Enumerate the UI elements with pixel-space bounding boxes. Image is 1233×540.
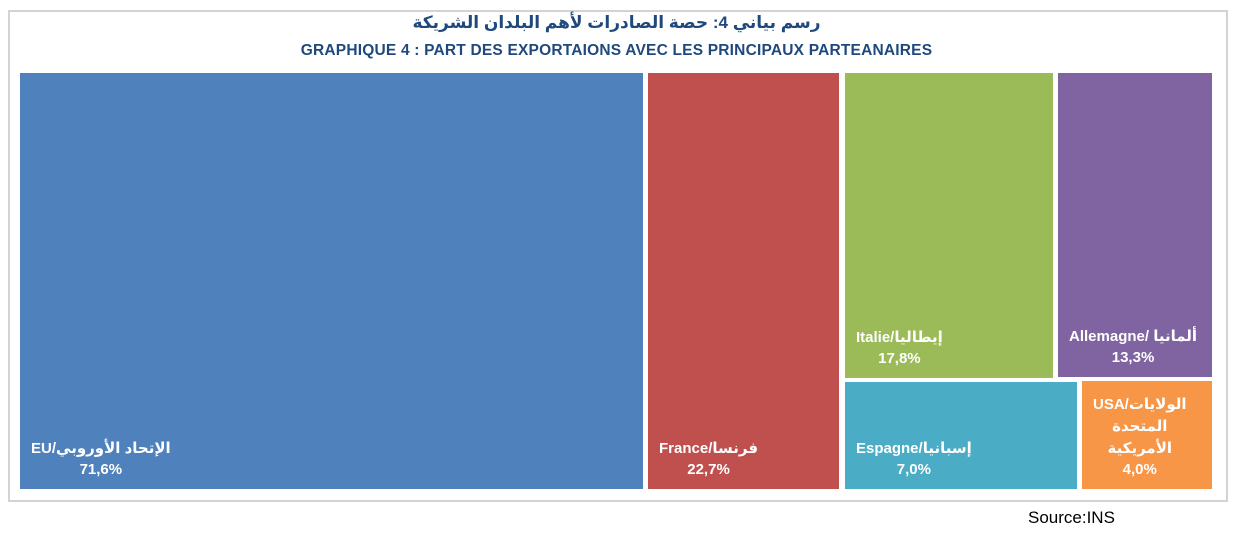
block-percent-usa: 4,0% [1122,461,1157,479]
block-label-italie: Italie/إيطاليا 17,8% [856,327,943,371]
block-name-france: France/فرنسا [659,439,759,457]
treemap-block-usa: USA/الولايات المتحدة الأمريكية 4,0% [1082,381,1212,489]
treemap-block-italie: Italie/إيطاليا 17,8% [845,73,1053,378]
treemap-block-france: France/فرنسا 22,7% [648,73,839,489]
block-percent-france: 22,7% [687,461,730,479]
block-label-france: France/فرنسا 22,7% [659,438,758,482]
block-name-allemagne: Allemagne/ ألمانيا [1069,327,1198,345]
block-label-usa: USA/الولايات المتحدة الأمريكية 4,0% [1093,394,1187,481]
block-percent-allemagne: 13,3% [1111,349,1155,367]
treemap-block-espagne: Espagne/إسبانيا 7,0% [845,382,1077,489]
chart-title-french: GRAPHIQUE 4 : PART DES EXPORTAIONS AVEC … [300,42,933,59]
block-name-usa: USA/الولايات المتحدة الأمريكية [1093,396,1187,457]
treemap-block-allemagne: Allemagne/ ألمانيا 13,3% [1058,73,1212,377]
block-label-eu: EU/الإتحاد الأوروبي 71,6% [31,438,171,482]
block-name-eu: EU/الإتحاد الأوروبي [31,439,171,457]
block-label-espagne: Espagne/إسبانيا 7,0% [856,438,972,482]
block-name-espagne: Espagne/إسبانيا [856,439,972,457]
block-percent-espagne: 7,0% [896,461,931,479]
chart-title-arabic: رسم بياني 4: حصة الصادرات لأهم البلدان ا… [412,13,821,32]
source-caption: Source:INS [1028,508,1115,527]
treemap-block-eu: EU/الإتحاد الأوروبي 71,6% [20,73,643,489]
block-percent-eu: 71,6% [79,461,123,479]
block-percent-italie: 17,8% [878,350,921,368]
block-label-allemagne: Allemagne/ ألمانيا 13,3% [1069,326,1197,370]
block-name-italie: Italie/إيطاليا [856,328,943,346]
